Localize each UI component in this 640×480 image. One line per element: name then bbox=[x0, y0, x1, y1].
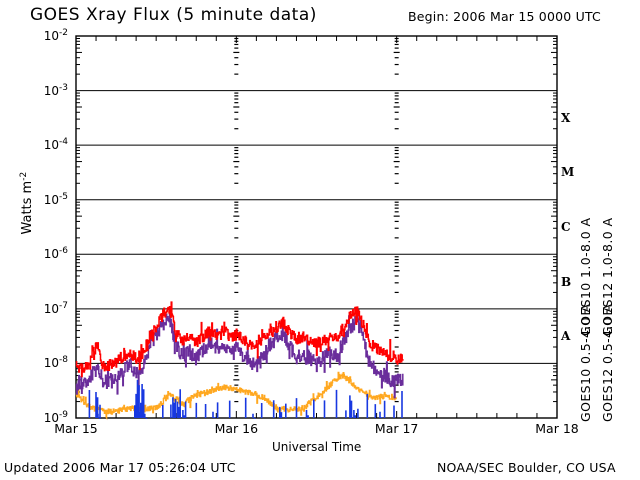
flare-class-a: A bbox=[561, 329, 571, 344]
updated-timestamp: Updated 2006 Mar 17 05:26:04 UTC bbox=[4, 460, 236, 475]
y-tick-label: 10-3 bbox=[22, 83, 68, 98]
page-title: GOES Xray Flux (5 minute data) bbox=[30, 5, 317, 25]
y-tick-exponent: -6 bbox=[59, 246, 68, 257]
y-tick-label: 10-6 bbox=[22, 246, 68, 261]
x-tick-label: Mar 16 bbox=[214, 421, 259, 436]
y-tick-mantissa: 10 bbox=[43, 411, 60, 425]
flare-class-m: M bbox=[561, 165, 575, 180]
y-tick-mantissa: 10 bbox=[43, 192, 60, 207]
begin-time-label: Begin: 2006 Mar 15 0000 UTC bbox=[408, 9, 601, 24]
y-tick-mantissa: 10 bbox=[43, 138, 60, 153]
flare-class-x: X bbox=[561, 110, 571, 125]
series-goes10-long bbox=[75, 312, 404, 399]
plot-frame bbox=[75, 35, 558, 419]
flare-class-b: B bbox=[561, 274, 572, 289]
y-tick-mantissa: 10 bbox=[43, 247, 60, 262]
y-tick-mantissa: 10 bbox=[43, 356, 60, 371]
y-tick-label: 10-9 bbox=[22, 410, 68, 425]
y-tick-mantissa: 10 bbox=[43, 83, 60, 98]
x-axis-label: Universal Time bbox=[272, 440, 362, 454]
y-tick-exponent: -3 bbox=[59, 82, 68, 93]
credit-label: NOAA/SEC Boulder, CO USA bbox=[437, 460, 616, 475]
y-tick-exponent: -8 bbox=[59, 355, 68, 366]
y-tick-exponent: -9 bbox=[59, 410, 68, 420]
y-tick-label: 10-7 bbox=[22, 301, 68, 316]
y-tick-exponent: -7 bbox=[59, 300, 68, 311]
x-tick-label: Mar 15 bbox=[54, 421, 98, 436]
y-tick-label: 10-8 bbox=[22, 355, 68, 370]
series-goes12-long bbox=[75, 301, 404, 378]
y-tick-label: 10-4 bbox=[22, 137, 68, 152]
y-tick-exponent: -2 bbox=[59, 28, 68, 38]
y-tick-exponent: -4 bbox=[59, 137, 68, 148]
series-goes12-short bbox=[88, 379, 403, 419]
y-tick-mantissa: 10 bbox=[43, 29, 60, 43]
y-tick-label: 10-2 bbox=[22, 28, 68, 43]
y-tick-label: 10-5 bbox=[22, 192, 68, 207]
series-goes10-short bbox=[75, 371, 397, 421]
y-tick-exponent: -5 bbox=[59, 191, 68, 202]
x-tick-label: Mar 17 bbox=[374, 421, 419, 436]
y-tick-mantissa: 10 bbox=[43, 301, 60, 316]
x-tick-label: Mar 18 bbox=[535, 421, 579, 436]
flare-class-c: C bbox=[561, 220, 571, 234]
